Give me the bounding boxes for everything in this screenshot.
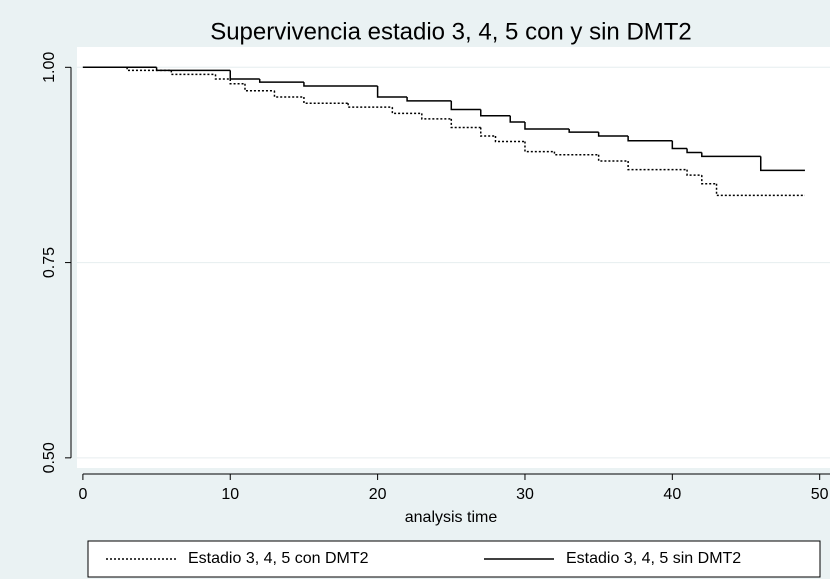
survival-step bbox=[406, 96, 452, 102]
survival-step bbox=[391, 107, 422, 115]
x-tick-label: 50 bbox=[811, 486, 829, 503]
plot-area bbox=[77, 47, 830, 468]
survival-step bbox=[229, 79, 245, 85]
y-tick-label: 0.75 bbox=[41, 247, 58, 278]
survival-step bbox=[273, 90, 304, 98]
survival-step bbox=[347, 103, 393, 108]
x-tick-label: 0 bbox=[78, 486, 87, 503]
survival-step bbox=[524, 141, 555, 153]
survival-step bbox=[480, 109, 511, 117]
survival-step bbox=[671, 140, 688, 150]
survival-step bbox=[376, 86, 408, 98]
survival-step bbox=[450, 118, 481, 129]
survival-step bbox=[568, 129, 599, 133]
survival-step bbox=[450, 100, 481, 111]
x-tick-label: 30 bbox=[516, 486, 534, 503]
y-tick-label: 0.50 bbox=[41, 442, 58, 473]
survival-step bbox=[686, 148, 702, 154]
x-tick-label: 40 bbox=[663, 486, 681, 503]
survival-step bbox=[303, 82, 378, 87]
legend-label: Estadio 3, 4, 5 sin DMT2 bbox=[566, 550, 741, 567]
survival-step bbox=[627, 136, 673, 142]
survival-step bbox=[701, 175, 717, 185]
survival-step bbox=[170, 70, 216, 76]
survival-step bbox=[627, 161, 688, 171]
survival-step bbox=[686, 169, 702, 176]
x-tick-label: 10 bbox=[221, 486, 239, 503]
survival-step bbox=[553, 151, 599, 156]
y-tick-label: 1.00 bbox=[41, 52, 58, 83]
chart-title: Supervivencia estadio 3, 4, 5 con y sin … bbox=[210, 18, 692, 45]
survival-step bbox=[701, 152, 761, 158]
survival-step bbox=[597, 154, 629, 162]
survival-step bbox=[509, 115, 525, 123]
legend-label: Estadio 3, 4, 5 con DMT2 bbox=[188, 550, 369, 567]
legend bbox=[87, 540, 821, 578]
survival-step bbox=[494, 136, 525, 143]
survival-step bbox=[229, 70, 260, 80]
survival-step bbox=[214, 74, 231, 80]
survival-step bbox=[155, 67, 231, 72]
survival-step bbox=[258, 79, 304, 83]
survival-step bbox=[421, 113, 452, 120]
survival-step bbox=[597, 132, 629, 137]
x-axis-label: analysis time bbox=[405, 509, 498, 526]
survival-step bbox=[759, 156, 805, 172]
x-tick-label: 20 bbox=[369, 486, 387, 503]
survival-step bbox=[480, 127, 496, 137]
survival-step bbox=[524, 121, 570, 130]
